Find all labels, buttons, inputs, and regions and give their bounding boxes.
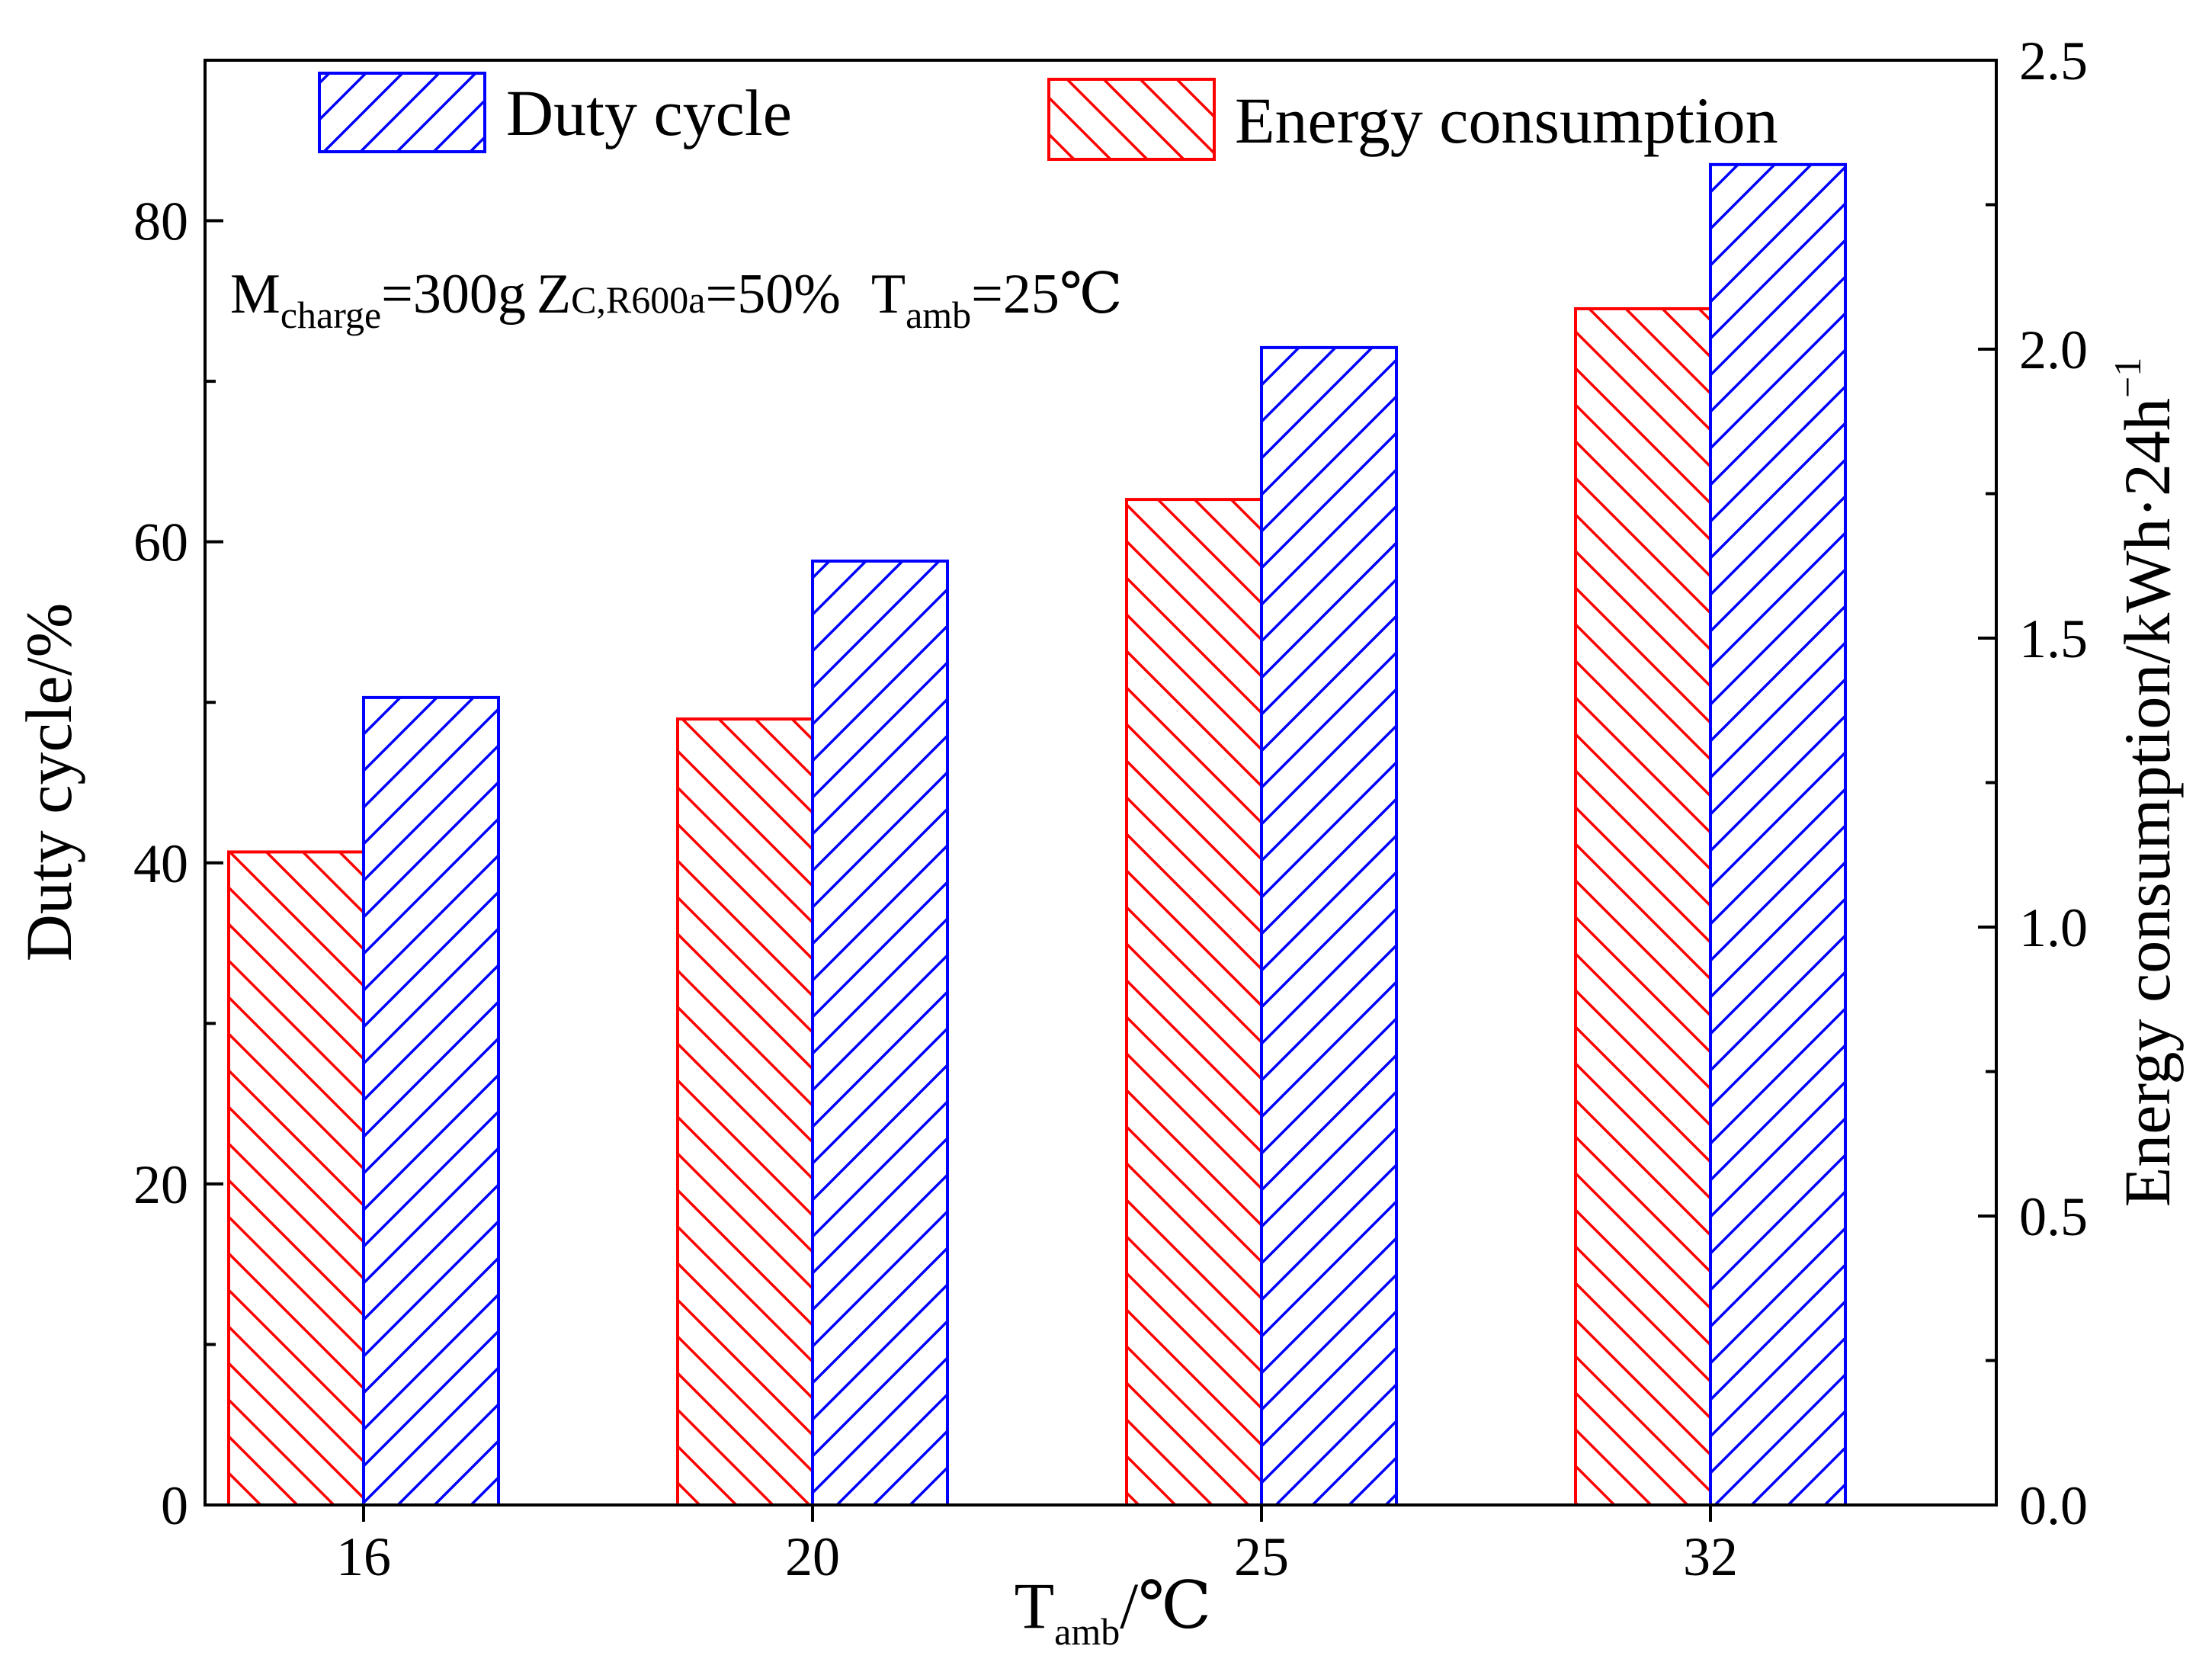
annot-t-val: =25℃ [971,263,1123,326]
bars-group [227,162,1847,1507]
annot-m: M [230,263,281,326]
bar-duty-cycle-16 [362,695,500,1507]
legend: Duty cycle Energy consumption [318,72,1778,161]
x-tick-label-20: 20 [785,1526,840,1587]
y-right-tick-label: 2.0 [2019,319,2088,380]
legend-swatch-energy [1047,78,1216,161]
y-left-tick-label: 80 [133,191,188,252]
annot-t-sub: amb [906,294,971,336]
bar-energy-consumption-20 [676,717,814,1507]
x-axis-title: Tamb/℃ [1015,1569,1212,1653]
bar-duty-cycle-32 [1709,162,1847,1507]
conditions-annotation: Mcharge=300g ZC,R600a=50% Tamb=25℃ [230,263,1123,336]
legend-label-duty-cycle: Duty cycle [506,76,792,149]
x-tick-label-25: 25 [1234,1526,1289,1587]
y-left-tick-label: 40 [133,833,188,894]
x-tick-label-16: 16 [336,1526,391,1587]
annot-t: T [871,263,906,326]
annot-z-val: =50% [705,263,840,326]
y-right-tick-label: 1.5 [2019,608,2088,669]
x-tick-label-32: 32 [1683,1526,1738,1587]
annot-z-sub: C,R600a [571,278,705,321]
y-right-title-main: Energy consumption/kWh·24h [2111,398,2184,1207]
y-right-title-sup: −1 [2106,358,2149,398]
bar-duty-cycle-25 [1260,345,1398,1507]
y-right-tick-label: 0.5 [2019,1186,2088,1247]
bar-duty-cycle-20 [811,559,949,1507]
y-left-tick-label: 0 [161,1475,188,1536]
x-axis-title-main: T [1015,1569,1055,1642]
x-axis-title-suffix: /℃ [1120,1569,1211,1642]
y-left-title: Duty cycle/% [12,603,85,961]
x-axis: 16 20 25 32 [336,1505,1738,1587]
y-right-tick-label: 0.0 [2019,1475,2088,1536]
y-left-tick-label: 20 [133,1154,188,1215]
x-axis-title-sub: amb [1054,1610,1120,1653]
right-axis: 0.0 0.5 1.0 1.5 2.0 2.5 [1978,30,2088,1536]
annot-z: Z [537,263,571,326]
bar-energy-consumption-25 [1125,498,1263,1507]
legend-label-energy: Energy consumption [1235,84,1778,157]
y-left-tick-label: 60 [133,512,188,573]
left-axis: 0 20 40 60 80 [133,191,223,1536]
y-right-title: Energy consumption/kWh·24h−1 [2106,358,2184,1208]
bar-energy-consumption-32 [1574,306,1712,1507]
annot-m-val: =300g [381,263,526,326]
y-right-tick-label: 1.0 [2019,897,2088,958]
annot-m-sub: charge [281,294,381,336]
y-right-tick-label: 2.5 [2019,30,2088,91]
legend-swatch-duty-cycle [318,72,486,153]
bar-energy-consumption-16 [227,850,365,1507]
